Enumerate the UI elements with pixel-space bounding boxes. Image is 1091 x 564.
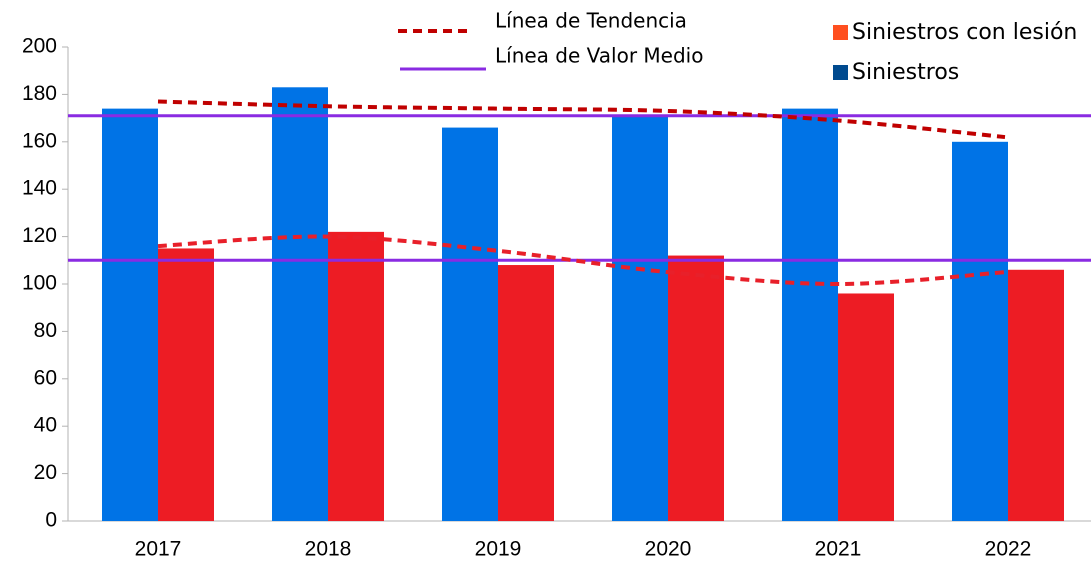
bar (442, 127, 498, 521)
bar (498, 265, 554, 521)
bar (952, 141, 1008, 522)
bar (102, 108, 158, 522)
y-tick-label: 120 (22, 224, 57, 247)
x-tick-label: 2022 (985, 538, 1032, 561)
legend-label: Línea de Valor Medio (495, 44, 703, 68)
x-tick-label: 2021 (815, 538, 862, 561)
bar (1008, 269, 1064, 521)
legend-label: Línea de Tendencia (495, 9, 687, 33)
legend-swatch (833, 25, 848, 40)
trend-line (157, 234, 1006, 287)
trend-line (157, 99, 1006, 140)
bar (782, 108, 838, 522)
bar (272, 87, 328, 521)
bar (838, 293, 894, 521)
y-tick-label: 200 (22, 35, 57, 58)
legend-label: Siniestros (852, 60, 959, 85)
y-tick-label: 40 (34, 414, 57, 437)
legend-label: Siniestros con lesión (852, 20, 1077, 45)
legend-swatch (833, 65, 848, 80)
x-tick-label: 2020 (645, 538, 692, 561)
y-tick-label: 80 (34, 319, 57, 342)
x-tick-label: 2019 (475, 538, 522, 561)
y-tick-label: 180 (22, 82, 57, 105)
bar (158, 248, 214, 521)
y-tick-label: 0 (45, 509, 57, 532)
bar (612, 115, 668, 521)
bar (328, 231, 384, 522)
y-tick-label: 60 (34, 366, 57, 389)
y-tick-label: 100 (22, 272, 57, 295)
x-tick-label: 2018 (305, 538, 352, 561)
bar (668, 255, 724, 521)
y-tick-label: 140 (22, 177, 57, 200)
y-tick-label: 160 (22, 129, 57, 152)
x-tick-label: 2017 (135, 538, 182, 561)
y-tick-label: 20 (34, 461, 57, 484)
